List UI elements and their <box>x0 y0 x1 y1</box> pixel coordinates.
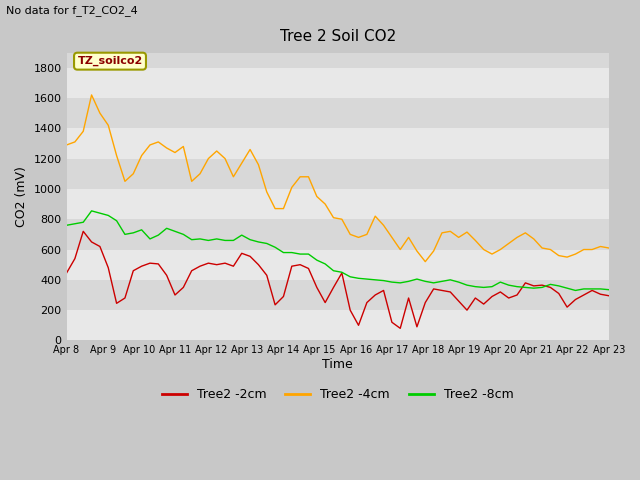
Text: No data for f_T2_CO2_4: No data for f_T2_CO2_4 <box>6 5 138 16</box>
Bar <box>67 128 609 158</box>
Bar <box>67 68 609 98</box>
Bar <box>67 189 609 219</box>
Legend: Tree2 -2cm, Tree2 -4cm, Tree2 -8cm: Tree2 -2cm, Tree2 -4cm, Tree2 -8cm <box>157 383 518 406</box>
Text: TZ_soilco2: TZ_soilco2 <box>77 56 143 66</box>
Title: Tree 2 Soil CO2: Tree 2 Soil CO2 <box>280 29 396 44</box>
Bar <box>67 250 609 280</box>
X-axis label: Time: Time <box>323 358 353 371</box>
Bar <box>67 310 609 340</box>
Y-axis label: CO2 (mV): CO2 (mV) <box>15 166 28 227</box>
